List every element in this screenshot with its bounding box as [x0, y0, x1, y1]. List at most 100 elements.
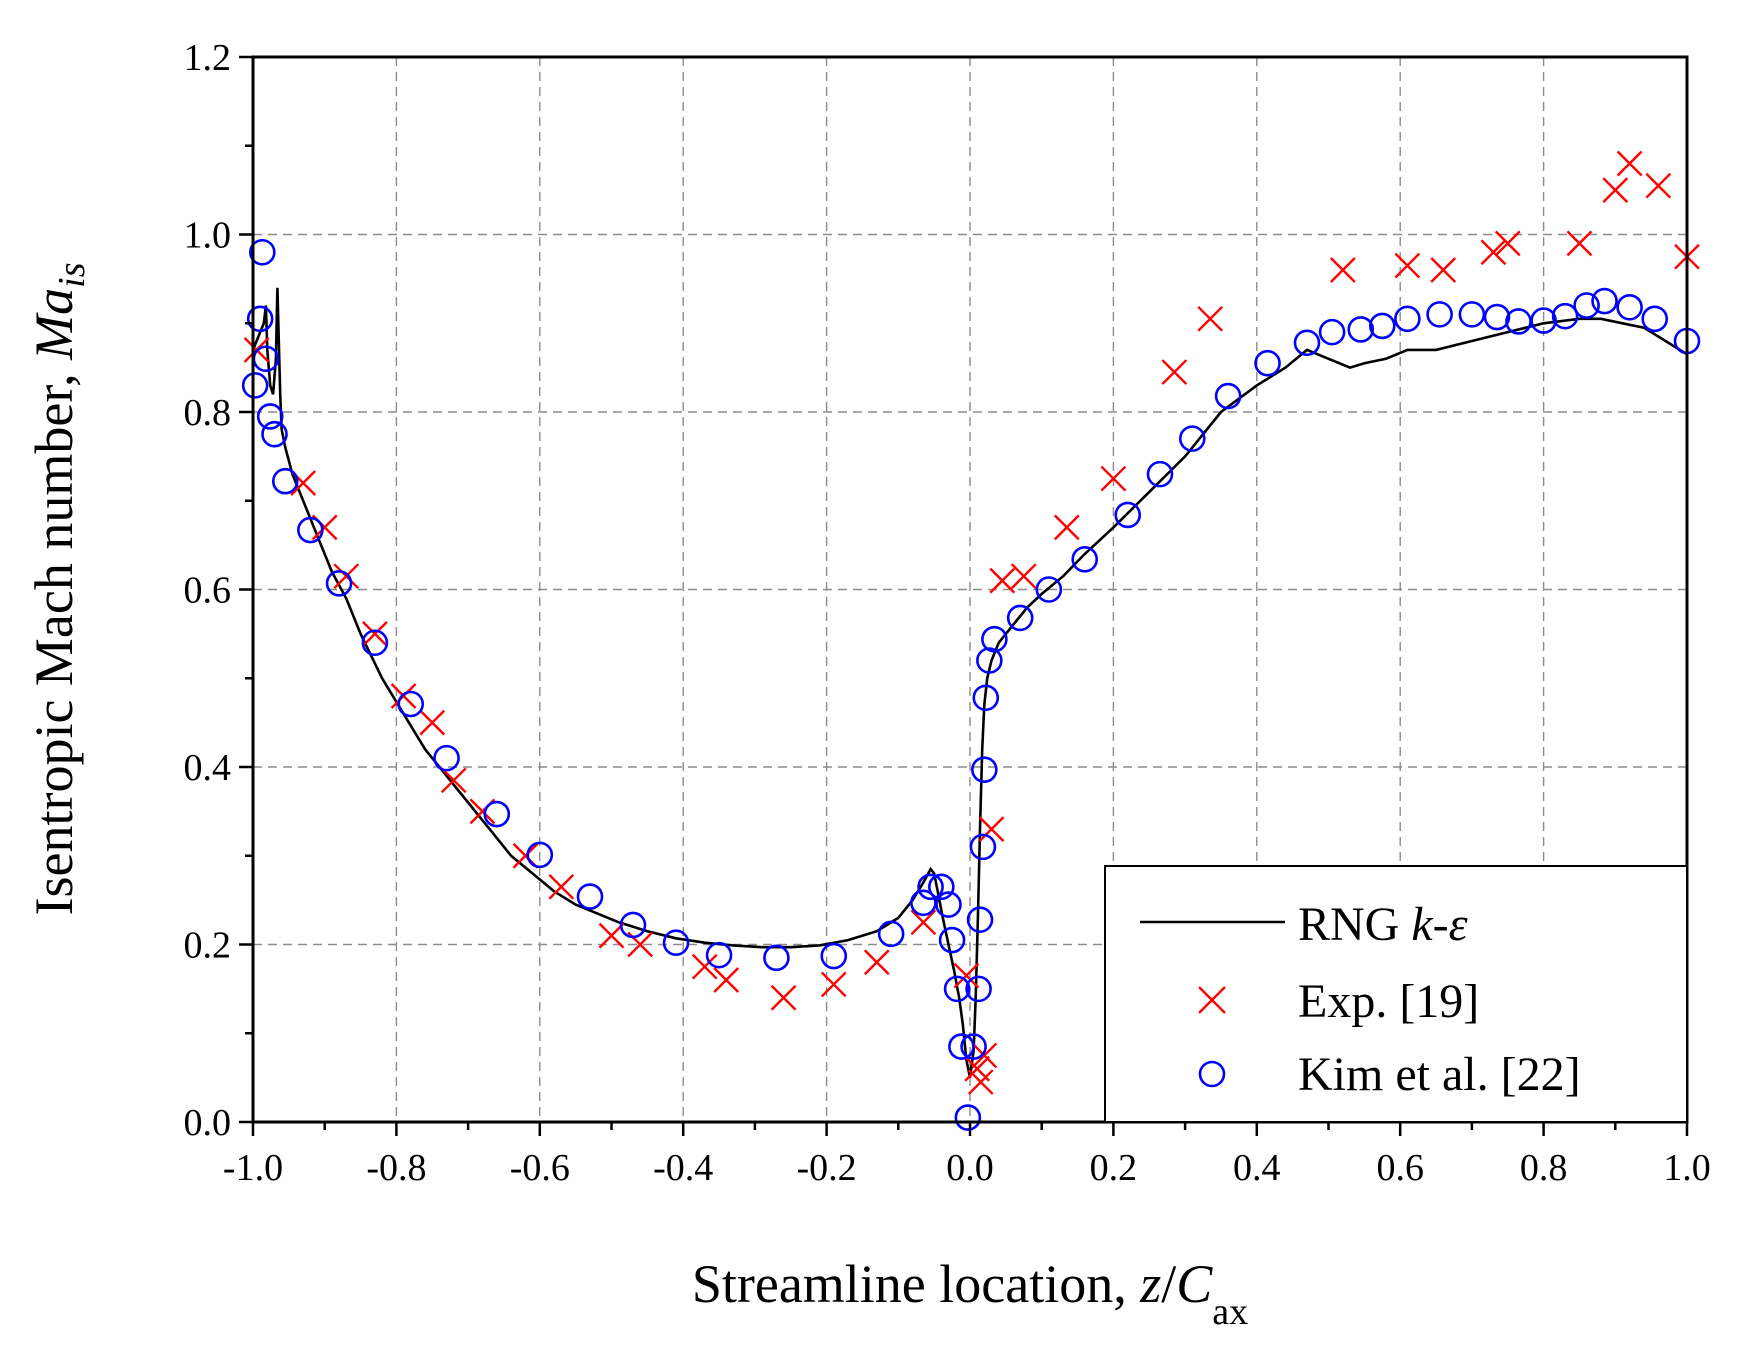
- y-tick-label: 1.2: [184, 37, 232, 79]
- x-tick-label: 1.0: [1663, 1147, 1711, 1189]
- x-axis-title-prefix: Streamline location,: [692, 1254, 1140, 1314]
- exp-point: [1480, 239, 1507, 266]
- y-tick-label: 0.0: [184, 1102, 232, 1144]
- exp-point: [989, 567, 1016, 594]
- exp-point: [1053, 514, 1080, 541]
- kim-point: [877, 920, 905, 948]
- plot-area: [253, 287, 1687, 1078]
- kim-point: [981, 625, 1008, 653]
- kim-point: [397, 690, 425, 718]
- x-tick-label: -1.0: [223, 1147, 283, 1189]
- x-axis-title-sub: ax: [1212, 1291, 1248, 1333]
- kim-point: [943, 975, 971, 1003]
- exp-point: [1494, 230, 1521, 257]
- kim-point: [820, 942, 848, 970]
- y-tick-label: 0.6: [184, 570, 232, 612]
- y-tick-label: 0.4: [184, 747, 232, 789]
- kim-point: [619, 911, 647, 939]
- y-tick-label: 0.2: [184, 925, 232, 967]
- x-tick-label: 0.2: [1090, 1147, 1138, 1189]
- exp-point: [333, 563, 360, 590]
- kim-point: [1254, 349, 1281, 377]
- kim-point: [1591, 287, 1618, 315]
- x-axis-title-var: z: [1139, 1254, 1161, 1314]
- kim-point: [1426, 301, 1453, 328]
- kim-point: [1035, 576, 1063, 603]
- y-axis-title-sub: is: [51, 262, 93, 287]
- exp-point: [953, 962, 980, 989]
- kim-point: [965, 975, 992, 1003]
- kim-point: [1368, 312, 1396, 340]
- kim-point: [526, 841, 554, 869]
- exp-point: [691, 953, 718, 980]
- kim-point: [1394, 305, 1421, 333]
- kim-series: [241, 238, 1701, 1131]
- kim-point: [256, 403, 284, 430]
- kim-point: [1318, 318, 1346, 346]
- kim-point: [662, 929, 690, 957]
- kim-point: [972, 684, 1000, 712]
- ticks: [239, 55, 1689, 1136]
- kim-point: [325, 569, 353, 597]
- x-axis-title-var2: C: [1176, 1254, 1213, 1314]
- x-tick-label: 0.8: [1520, 1147, 1568, 1189]
- kim-point: [1347, 316, 1375, 343]
- rng-k-epsilon-line: [253, 287, 1687, 1078]
- exp-point: [713, 967, 740, 993]
- kim-point: [976, 647, 1003, 674]
- exp-point: [1430, 257, 1457, 283]
- kim-point: [948, 1033, 975, 1060]
- exp-point: [1566, 230, 1593, 257]
- kim-point: [1071, 546, 1099, 573]
- y-tick-label: 1.0: [184, 215, 232, 257]
- exp-point: [1329, 257, 1356, 283]
- kim-point: [1006, 604, 1034, 632]
- kim-point: [966, 906, 994, 933]
- legend-rng-base: RNG: [1298, 898, 1411, 951]
- kim-point: [271, 467, 299, 495]
- x-tick-label: 0.4: [1233, 1147, 1281, 1189]
- kim-point: [971, 756, 998, 783]
- exp-point: [1197, 305, 1224, 332]
- legend-circle-symbol: [1198, 1060, 1226, 1088]
- kim-point: [705, 941, 733, 969]
- kim-point: [1573, 292, 1600, 319]
- x-axis-title: Streamline location, z/Cax: [692, 1254, 1248, 1333]
- kim-point: [928, 873, 955, 901]
- kim-point: [960, 1033, 987, 1060]
- legend-label-rng: RNG k-ε: [1298, 898, 1468, 951]
- kim-point: [935, 891, 962, 918]
- kim-point: [1114, 501, 1142, 529]
- y-axis-title: Isentropic Mach number, Mais: [24, 262, 93, 915]
- kim-point: [763, 944, 790, 972]
- kim-point: [361, 629, 389, 657]
- kim-point: [483, 800, 511, 828]
- exp-point: [1010, 563, 1037, 590]
- kim-point: [1551, 302, 1579, 330]
- kim-point: [954, 1104, 982, 1131]
- kim-point: [246, 305, 274, 333]
- kim-point: [1458, 301, 1486, 328]
- exp-point: [967, 1069, 994, 1095]
- kim-point: [1214, 382, 1242, 410]
- kim-point: [1616, 293, 1643, 321]
- exp-point: [1602, 177, 1629, 203]
- exp-point: [971, 1042, 998, 1069]
- exp-point: [419, 709, 446, 736]
- legend-label-exp: Exp. [19]: [1298, 975, 1479, 1028]
- exp-point: [598, 922, 625, 949]
- exp-point: [440, 767, 467, 794]
- kim-point: [1178, 425, 1206, 452]
- y-tick-label: 0.8: [184, 392, 232, 434]
- x-tick-label: -0.2: [797, 1147, 857, 1189]
- x-tick-labels: -1.0 -0.8 -0.6 -0.4 -0.2 0.0 0.2 0.4 0.6 0.8 1.0: [223, 1147, 1711, 1189]
- y-axis-title-var: Ma: [24, 288, 84, 361]
- legend-rng-italic: k-ε: [1411, 898, 1467, 951]
- exp-point: [548, 873, 575, 900]
- x-tick-label: -0.8: [366, 1147, 426, 1189]
- kim-point: [1483, 303, 1511, 331]
- exp-point: [978, 816, 1005, 842]
- kim-point: [241, 372, 269, 399]
- exp-point: [1645, 172, 1672, 199]
